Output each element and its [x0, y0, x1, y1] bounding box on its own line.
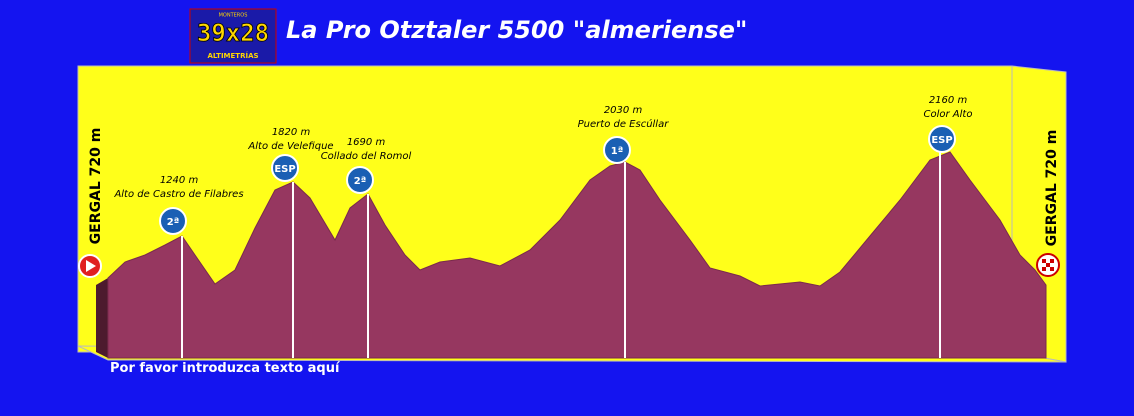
- logo-top: MONTEROS: [219, 13, 248, 19]
- title: La Pro Otztaler 5500 "almeriense": [286, 16, 747, 44]
- climb-category: ESP: [931, 135, 952, 146]
- climb-elevation: 2030 m: [604, 105, 643, 116]
- climb-name: Alto de Velefique: [247, 141, 333, 152]
- finish-label: GERGAL 720 m: [1044, 130, 1060, 247]
- footer-text: Por favor introduzca texto aquí: [110, 361, 341, 376]
- climb-icon: [159, 207, 187, 235]
- climb-category: 1ª: [611, 146, 624, 157]
- climb-category: 2ª: [354, 176, 367, 187]
- profile: [107, 151, 1047, 359]
- climb-category: ESP: [274, 164, 295, 175]
- climb-name: Puerto de Escúllar: [578, 118, 670, 130]
- finish-checker: [1042, 259, 1054, 271]
- climb-elevation: 1240 m: [160, 175, 199, 186]
- climb-icon: [346, 166, 374, 194]
- climb-elevation: 2160 m: [929, 95, 968, 106]
- climb-name: Color Alto: [924, 109, 973, 120]
- climb-name: Alto de Castro de Filabres: [113, 189, 243, 200]
- logo-box: [189, 8, 277, 64]
- start-label: GERGAL 720 m: [88, 128, 104, 245]
- climb-category: 2ª: [167, 217, 180, 228]
- logo-bottom: ALTIMETRÍAS: [207, 51, 258, 60]
- climbs: 1240 m Alto de Castro de Filabres 2ª 1820 m…: [113, 95, 972, 358]
- logo-main: 39x28: [197, 19, 269, 47]
- profile-front: [96, 278, 108, 358]
- climb-icon: [928, 125, 956, 153]
- climb-icon: [603, 136, 631, 164]
- start-arrow: [86, 260, 96, 272]
- climb-name: Collado del Romol: [321, 151, 412, 162]
- climb-elevation: 1820 m: [272, 127, 311, 138]
- climb-icon: [271, 154, 299, 182]
- climb-elevation: 1690 m: [347, 137, 386, 148]
